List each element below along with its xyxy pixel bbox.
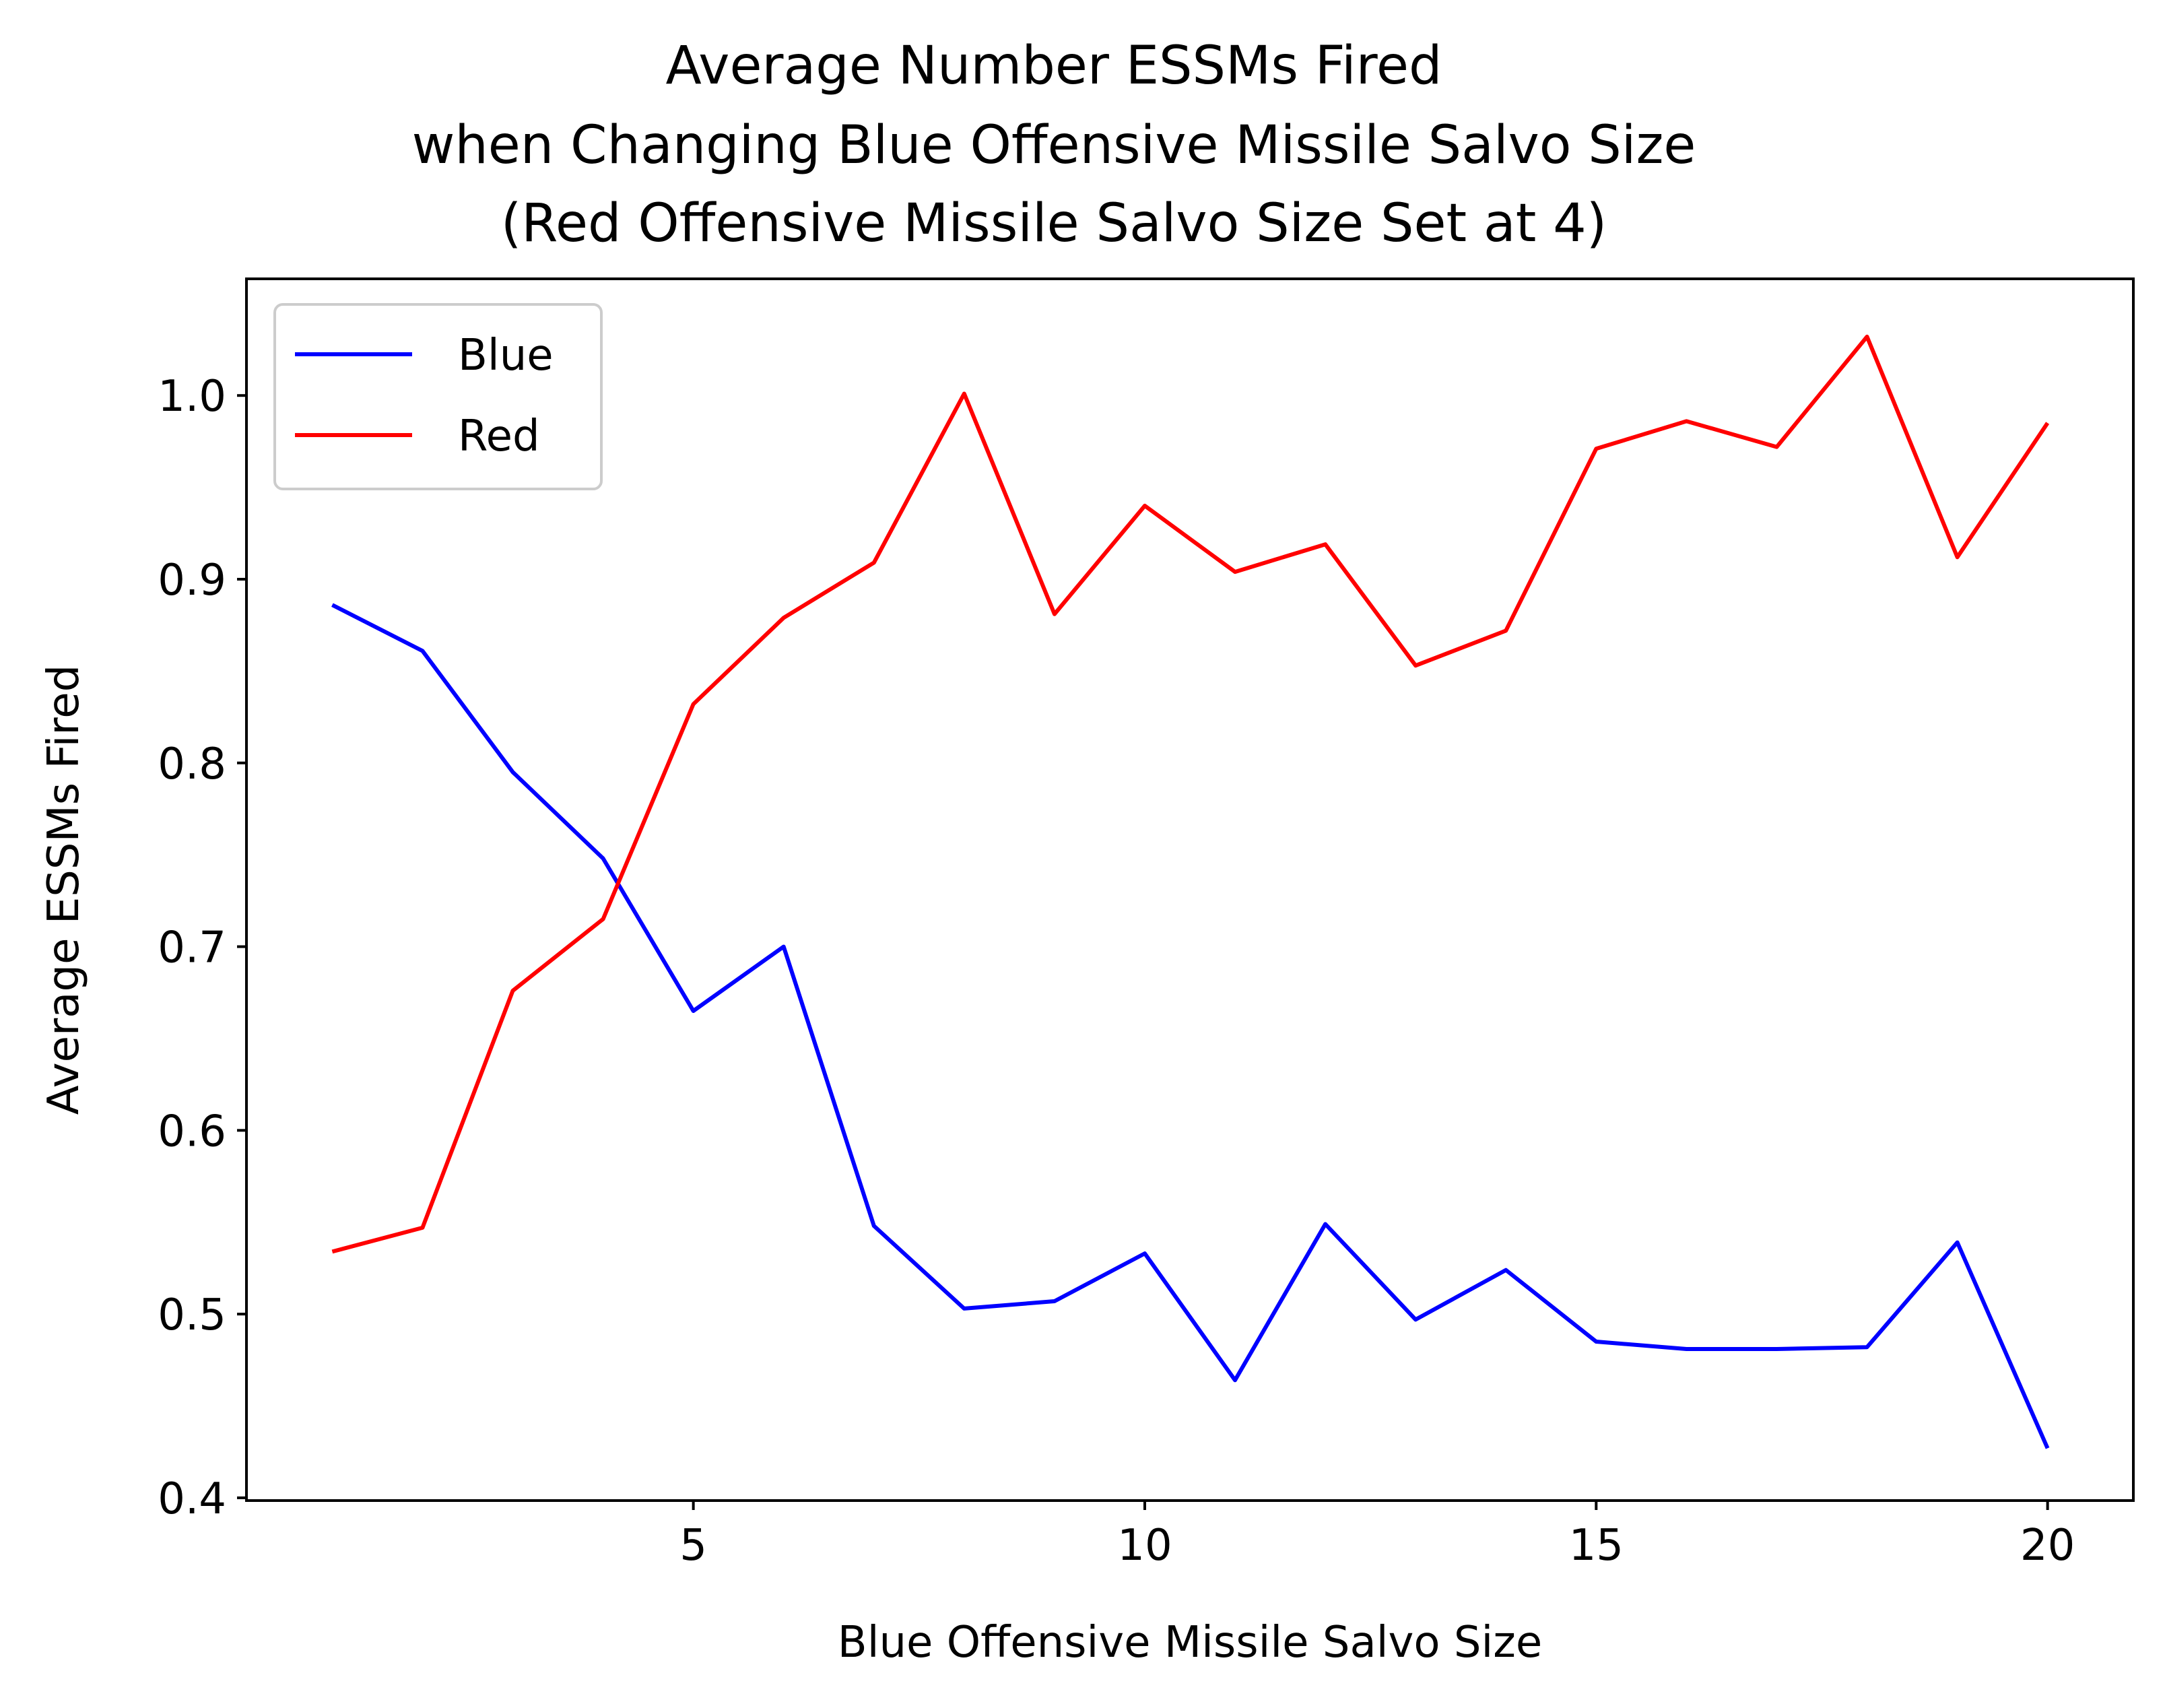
- series-line-red: [331, 334, 2050, 1254]
- y-tick-label: 1.0: [158, 372, 226, 422]
- y-tick-label: 0.9: [158, 556, 226, 605]
- chart-title-line-3: (Red Offensive Missile Salvo Size Set at…: [501, 193, 1607, 254]
- legend-label-blue: Blue: [458, 331, 554, 381]
- series-lines: [331, 334, 2050, 1449]
- y-tick-label: 0.7: [158, 923, 226, 973]
- chart-title-line-2: when Changing Blue Offensive Missile Sal…: [412, 115, 1696, 176]
- x-tick-label: 5: [679, 1521, 707, 1571]
- y-axis-label: Average ESSMs Fired: [39, 665, 89, 1115]
- x-tick-label: 10: [1117, 1521, 1172, 1571]
- y-tick-label: 0.4: [158, 1474, 226, 1524]
- chart-title: Average Number ESSMs Fired when Changing…: [412, 36, 1696, 254]
- y-tick-label: 0.6: [158, 1107, 226, 1156]
- x-axis-ticks: 5 10 15 20: [679, 1501, 2075, 1571]
- legend-box: [273, 303, 603, 490]
- series-line-blue: [331, 603, 2050, 1449]
- plot-area-frame: [245, 277, 2135, 1502]
- y-axis-ticks: 0.4 0.5 0.6 0.7 0.8 0.9 1.0: [158, 372, 246, 1524]
- y-tick-label: 0.5: [158, 1290, 226, 1340]
- legend-label-red: Red: [458, 412, 540, 461]
- x-axis-label: Blue Offensive Missile Salvo Size: [838, 1618, 1542, 1668]
- chart-title-line-1: Average Number ESSMs Fired: [666, 36, 1442, 96]
- legend: Blue Red: [273, 303, 603, 490]
- y-tick-label: 0.8: [158, 740, 226, 789]
- x-tick-label: 20: [2020, 1521, 2075, 1571]
- x-tick-label: 15: [1569, 1521, 1624, 1571]
